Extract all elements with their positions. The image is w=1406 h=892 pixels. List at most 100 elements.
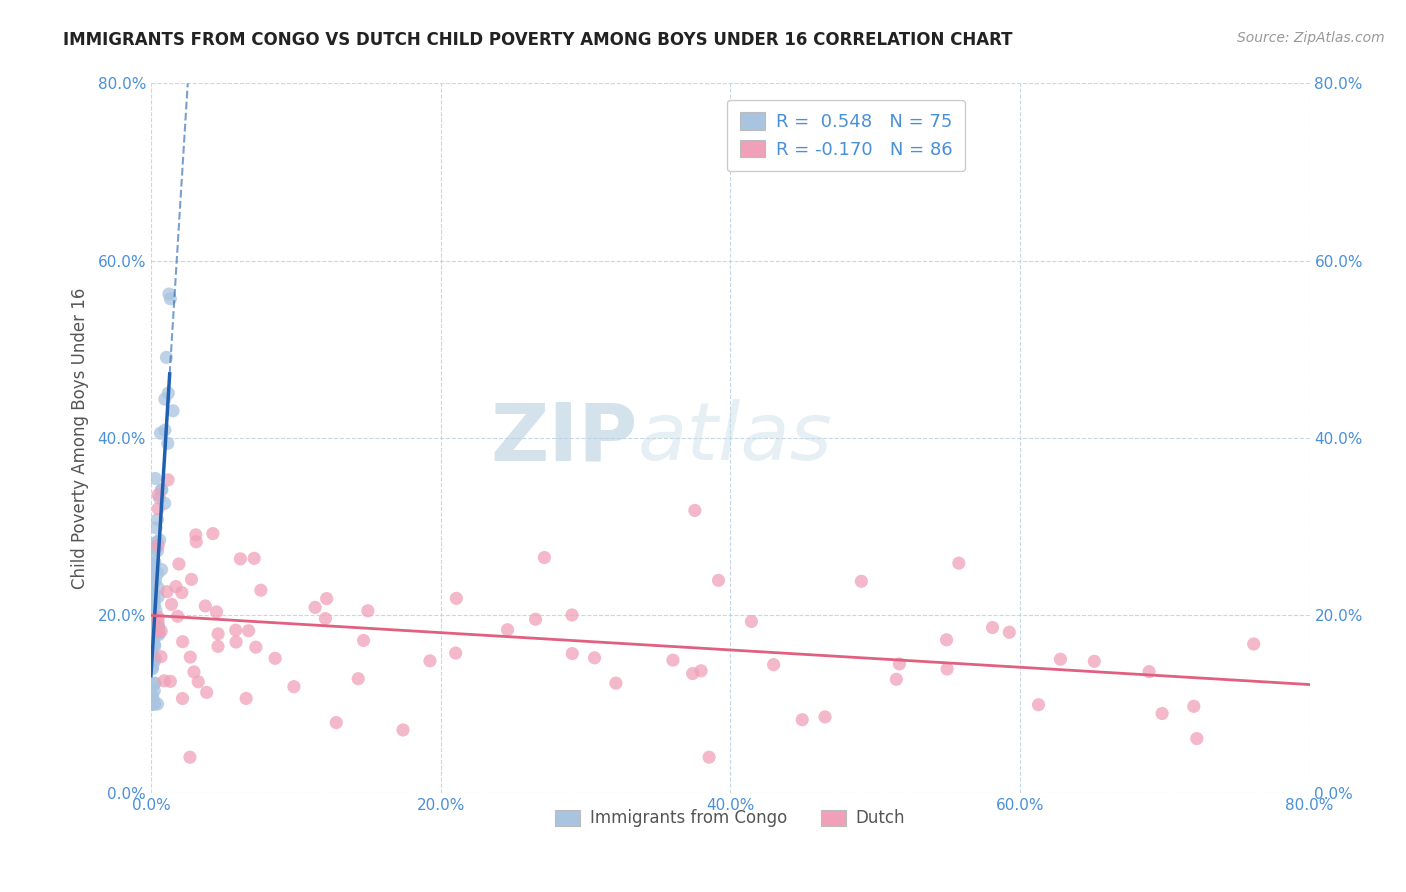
Point	[142, 589, 165, 603]
Point	[143, 598, 166, 612]
Point	[194, 599, 217, 613]
Text: Source: ZipAtlas.com: Source: ZipAtlas.com	[1237, 31, 1385, 45]
Point	[142, 589, 165, 603]
Point	[143, 471, 166, 485]
Point	[170, 585, 193, 599]
Point	[141, 652, 163, 666]
Point	[153, 673, 176, 688]
Point	[207, 627, 229, 641]
Point	[142, 607, 165, 622]
Point	[145, 574, 167, 588]
Point	[148, 488, 170, 502]
Legend: Immigrants from Congo, Dutch: Immigrants from Congo, Dutch	[548, 803, 912, 834]
Point	[250, 583, 273, 598]
Point	[886, 673, 908, 687]
Point	[142, 652, 165, 666]
Point	[225, 623, 247, 637]
Point	[304, 600, 326, 615]
Text: IMMIGRANTS FROM CONGO VS DUTCH CHILD POVERTY AMONG BOYS UNDER 16 CORRELATION CHA: IMMIGRANTS FROM CONGO VS DUTCH CHILD POV…	[63, 31, 1012, 49]
Point	[179, 750, 201, 764]
Point	[325, 715, 347, 730]
Point	[186, 534, 208, 549]
Point	[157, 473, 180, 487]
Point	[145, 623, 167, 637]
Point	[150, 563, 173, 577]
Point	[142, 597, 165, 611]
Point	[148, 626, 170, 640]
Point	[935, 632, 957, 647]
Point	[145, 521, 167, 535]
Point	[981, 621, 1004, 635]
Point	[156, 584, 179, 599]
Point	[357, 604, 380, 618]
Point	[142, 632, 165, 647]
Point	[146, 534, 169, 549]
Point	[141, 645, 163, 659]
Point	[235, 691, 257, 706]
Point	[143, 676, 166, 690]
Point	[180, 573, 202, 587]
Point	[141, 544, 163, 558]
Point	[143, 537, 166, 551]
Point	[146, 513, 169, 527]
Point	[141, 636, 163, 650]
Point	[148, 491, 170, 505]
Text: atlas: atlas	[637, 399, 832, 477]
Point	[707, 574, 730, 588]
Point	[167, 557, 190, 571]
Point	[150, 624, 173, 639]
Point	[229, 552, 252, 566]
Point	[264, 651, 287, 665]
Point	[159, 674, 181, 689]
Point	[148, 620, 170, 634]
Point	[205, 605, 228, 619]
Point	[153, 496, 176, 510]
Point	[347, 672, 370, 686]
Point	[353, 633, 375, 648]
Point	[148, 538, 170, 552]
Point	[683, 503, 706, 517]
Point	[201, 526, 224, 541]
Point	[1152, 706, 1174, 721]
Point	[150, 649, 173, 664]
Point	[146, 697, 169, 711]
Text: ZIP: ZIP	[491, 399, 637, 477]
Point	[146, 590, 169, 604]
Point	[143, 676, 166, 690]
Point	[141, 697, 163, 711]
Point	[141, 660, 163, 674]
Point	[145, 620, 167, 634]
Point	[141, 688, 163, 702]
Point	[172, 691, 194, 706]
Point	[148, 581, 170, 595]
Point	[148, 624, 170, 638]
Point	[419, 654, 441, 668]
Point	[143, 555, 166, 569]
Point	[524, 612, 547, 626]
Point	[143, 638, 166, 652]
Point	[150, 483, 173, 497]
Point	[149, 533, 172, 547]
Point	[143, 575, 166, 590]
Point	[141, 662, 163, 676]
Point	[936, 662, 959, 676]
Point	[690, 664, 713, 678]
Point	[814, 710, 837, 724]
Point	[187, 674, 209, 689]
Point	[143, 625, 166, 640]
Point	[245, 640, 267, 655]
Point	[583, 650, 606, 665]
Point	[146, 543, 169, 558]
Point	[1083, 654, 1105, 668]
Point	[145, 603, 167, 617]
Point	[159, 292, 181, 306]
Point	[142, 582, 165, 596]
Point	[1182, 699, 1205, 714]
Point	[143, 562, 166, 576]
Point	[283, 680, 305, 694]
Point	[662, 653, 685, 667]
Point	[496, 623, 519, 637]
Point	[851, 574, 873, 589]
Point	[142, 632, 165, 646]
Point	[1137, 665, 1160, 679]
